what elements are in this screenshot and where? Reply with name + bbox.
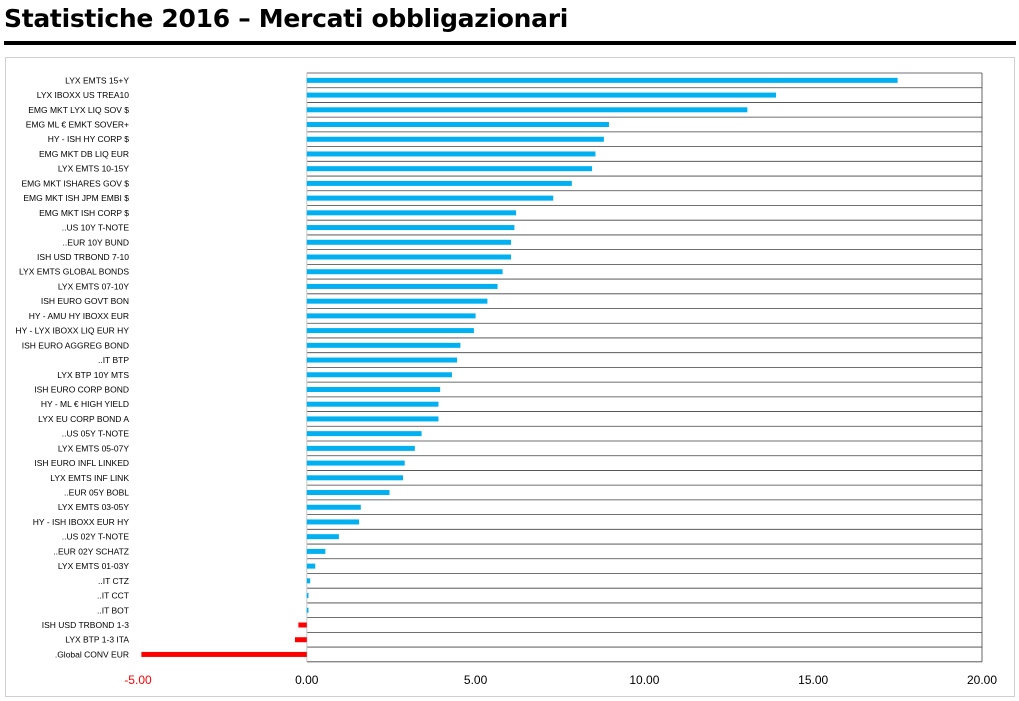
- category-label-layer: LYX EMTS 15+Y LYX IBOXX US TREA10 EMG MKT …: [15, 75, 129, 659]
- category-label: EMG ML € EMKT SOVER+: [26, 120, 129, 130]
- x-tick-label: 10.00: [629, 673, 659, 687]
- bar-layer: [141, 77, 898, 657]
- bar: [306, 445, 415, 451]
- bar: [306, 122, 609, 128]
- bar: [306, 342, 461, 348]
- x-tick-label: -5.00: [124, 673, 152, 687]
- bar: [306, 534, 339, 540]
- category-label: ..US 02Y T-NOTE: [62, 532, 130, 542]
- category-label: HY - ISH IBOXX EUR HY: [33, 517, 130, 527]
- category-label: HY - AMU HY IBOXX EUR: [29, 311, 129, 321]
- category-label: LYX BTP 1-3 ITA: [65, 635, 129, 645]
- category-label: HY - ML € HIGH YIELD: [41, 399, 129, 409]
- category-label: ..IT CTZ: [98, 576, 129, 586]
- category-label: LYX EMTS 15+Y: [65, 75, 129, 85]
- category-label: LYX EMTS 07-10Y: [58, 281, 130, 291]
- category-label: ISH USD TRBOND 7-10: [37, 252, 129, 262]
- bar: [306, 563, 316, 569]
- bar: [306, 475, 404, 481]
- bar: [306, 519, 360, 525]
- category-label: LYX EMTS 01-03Y: [58, 561, 130, 571]
- x-tick-label: 15.00: [798, 673, 828, 687]
- category-label: ISH USD TRBOND 1-3: [42, 620, 129, 630]
- bar: [306, 386, 441, 392]
- category-label: ISH EURO GOVT BON: [41, 296, 129, 306]
- x-tick-label: 20.00: [967, 673, 997, 687]
- category-label: EMG MKT ISH JPM EMBI $: [23, 193, 129, 203]
- category-label: LYX EMTS GLOBAL BONDS: [19, 267, 129, 277]
- category-label: EMG MKT ISHARES GOV $: [21, 178, 129, 188]
- page-title: Statistiche 2016 – Mercati obbligazionar…: [4, 4, 569, 33]
- bar: [306, 401, 439, 407]
- bar: [306, 225, 515, 231]
- chart-frame: [5, 57, 1015, 697]
- x-tick-layer: -5.00 0.00 5.00 10.00 15.00 20.00: [124, 673, 997, 687]
- bar: [306, 431, 422, 437]
- category-label: .Global CONV EUR: [55, 649, 129, 659]
- bar: [306, 77, 898, 83]
- category-label: ISH EURO AGGREG BOND: [22, 340, 129, 350]
- bar: [306, 357, 458, 363]
- category-label: ..EUR 02Y SCHATZ: [53, 546, 129, 556]
- bar: [141, 651, 307, 657]
- category-label: EMG MKT DB LIQ EUR: [39, 149, 129, 159]
- bar: [306, 166, 593, 172]
- category-label: LYX EU CORP BOND A: [38, 414, 129, 424]
- category-label: LYX EMTS 03-05Y: [58, 502, 130, 512]
- bar: [306, 460, 405, 466]
- category-label: HY - LYX IBOXX LIQ EUR HY: [15, 326, 129, 336]
- category-label: ..IT BOT: [97, 605, 129, 615]
- bar: [306, 372, 452, 378]
- category-label: ..US 10Y T-NOTE: [62, 223, 130, 233]
- category-label: ISH EURO INFL LINKED: [34, 458, 129, 468]
- grid-layer: [306, 72, 983, 663]
- category-label: LYX EMTS 05-07Y: [58, 443, 130, 453]
- bar: [306, 210, 517, 216]
- bar: [306, 490, 390, 496]
- bar: [306, 136, 604, 142]
- bar: [306, 416, 439, 422]
- category-label: EMG MKT LYX LIQ SOV $: [28, 105, 129, 115]
- category-label: HY - ISH HY CORP $: [48, 134, 130, 144]
- category-label: LYX EMTS INF LINK: [50, 473, 129, 483]
- bar: [306, 180, 572, 186]
- bar: [306, 269, 503, 275]
- category-label: LYX EMTS 10-15Y: [58, 164, 130, 174]
- bar: [306, 607, 309, 613]
- bar: [306, 298, 488, 304]
- category-label: ..IT BTP: [98, 355, 129, 365]
- bar: [306, 92, 777, 98]
- bar: [306, 313, 476, 319]
- category-label: ..US 05Y T-NOTE: [62, 429, 130, 439]
- bar: [306, 107, 748, 113]
- bar: [298, 622, 307, 628]
- bar: [306, 195, 554, 201]
- bar: [306, 151, 596, 157]
- category-label: EMG MKT ISH CORP $: [39, 208, 129, 218]
- title-underline: [4, 41, 1016, 45]
- bar: [306, 504, 361, 510]
- bar: [306, 254, 512, 260]
- bar: [306, 283, 498, 289]
- x-tick-label: 0.00: [295, 673, 319, 687]
- category-label: LYX BTP 10Y MTS: [57, 370, 129, 380]
- category-label: ..IT CCT: [97, 591, 129, 601]
- category-label: ISH EURO CORP BOND: [34, 384, 129, 394]
- category-label: ..EUR 05Y BOBL: [64, 488, 129, 498]
- bar: [306, 328, 474, 334]
- category-label: LYX IBOXX US TREA10: [37, 90, 130, 100]
- bar: [294, 637, 307, 643]
- bar: [306, 548, 326, 554]
- bar: [306, 239, 512, 245]
- bar: [306, 578, 311, 584]
- category-label: ..EUR 10Y BUND: [63, 237, 129, 247]
- bar: [306, 593, 309, 599]
- x-tick-label: 5.00: [464, 673, 488, 687]
